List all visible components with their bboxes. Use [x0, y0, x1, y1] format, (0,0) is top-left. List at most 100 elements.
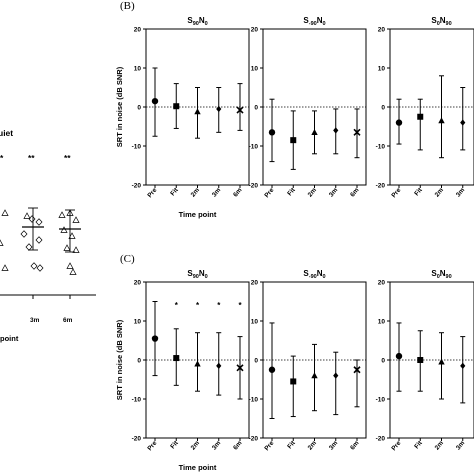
x-tick-label: 6m — [349, 187, 361, 199]
x-tick-label: Fit — [413, 186, 424, 197]
x-tick-label: Fit — [286, 186, 297, 197]
mean-marker-triangle — [311, 128, 318, 135]
left-tick-label-0: 3m — [30, 317, 40, 324]
mean-marker-circle — [268, 366, 276, 373]
y-tick-label: 0 — [137, 104, 141, 111]
open-diamond-point — [35, 218, 43, 226]
y-tick-label: 20 — [251, 279, 259, 286]
mean-marker-cross — [236, 106, 244, 114]
mean-marker-square — [417, 357, 424, 363]
chart-panel-0: S90N0 (B) -20 -10 0 10 20 Pre Fit 2m 3m 6m SRT in no… — [115, 0, 250, 219]
y-tick-label: 20 — [134, 279, 142, 286]
mean-marker-diamond — [216, 362, 222, 370]
left-error-bars — [22, 207, 81, 253]
mean-marker-circle — [151, 335, 159, 342]
y-tick-label: 10 — [251, 318, 259, 325]
x-tick-label: Fit — [286, 439, 297, 450]
open-triangle-point — [72, 216, 80, 223]
y-tick-label: 0 — [381, 104, 385, 111]
open-triangle-point — [72, 246, 80, 253]
x-tick-label: 3m — [455, 187, 467, 199]
mean-marker-square — [417, 113, 424, 120]
y-tick-label: 0 — [254, 357, 258, 364]
x-tick-label: Pre — [146, 439, 158, 452]
mean-marker-triangle — [194, 360, 201, 367]
mean-marker-diamond — [333, 127, 339, 134]
mean-marker-cross — [353, 128, 361, 136]
y-tick-label: -20 — [249, 182, 259, 189]
mean-marker-cross — [353, 366, 361, 374]
x-tick-label: 2m — [190, 187, 202, 199]
significance-star: * — [217, 301, 221, 310]
y-tick-label: 10 — [134, 318, 142, 325]
x-tick-label: 2m — [434, 187, 446, 199]
open-diamond-point — [20, 230, 28, 238]
left-x-axis-label: point — [0, 334, 19, 343]
x-tick-label: 2m — [307, 187, 319, 199]
x-tick-label: Pre — [263, 186, 275, 199]
significance-star: * — [196, 301, 200, 310]
panel-title: S-90N0 — [303, 16, 325, 27]
significance-star: * — [175, 301, 179, 310]
x-tick-label: 2m — [307, 440, 319, 452]
x-tick-label: Pre — [146, 186, 158, 199]
x-tick-label: Fit — [169, 439, 180, 450]
open-triangle-point — [23, 212, 31, 219]
open-triangle-point — [1, 264, 9, 271]
chart-panel-2: S0N90 -20 -10 0 10 20 Pre Fit 2m 3m — [376, 16, 474, 199]
x-axis-label: Time point — [179, 463, 217, 472]
panel-letter: (B) — [120, 0, 135, 12]
y-tick-label: -10 — [132, 396, 142, 403]
x-axis-label: Time point — [179, 210, 217, 219]
x-tick-label: 3m — [328, 440, 340, 452]
y-axis-label: SRT in noise (dB SNR) — [115, 319, 124, 400]
y-tick-label: -20 — [132, 435, 142, 442]
mean-marker-square — [173, 355, 180, 362]
chart-panels: S90N0 (B) -20 -10 0 10 20 Pre Fit 2m 3m 6m SRT in no… — [115, 0, 474, 472]
significance-star: * — [238, 301, 242, 310]
open-diamond-point — [30, 262, 38, 270]
open-triangle-point — [60, 226, 68, 233]
mean-marker-circle — [151, 97, 159, 105]
y-axis-label: SRT in noise (dB SNR) — [115, 66, 124, 147]
open-triangle-point — [68, 232, 76, 239]
x-tick-label: 6m — [232, 440, 244, 452]
left-star-0: * — [0, 153, 4, 163]
open-triangle-point — [63, 244, 71, 251]
x-tick-label: 2m — [434, 440, 446, 452]
panel-title: S0N90 — [431, 269, 451, 280]
x-tick-label: 3m — [455, 440, 467, 452]
y-tick-label: -10 — [249, 396, 259, 403]
y-tick-label: -20 — [376, 435, 386, 442]
panel-title: S0N90 — [431, 16, 451, 27]
x-tick-label: 2m — [190, 440, 202, 452]
y-tick-label: -10 — [132, 143, 142, 150]
y-tick-label: 10 — [378, 65, 386, 72]
mean-marker-circle — [395, 119, 403, 126]
x-tick-label: 6m — [349, 440, 361, 452]
y-tick-label: 20 — [378, 26, 386, 33]
chart-panel-4: S-90N0 -20 -10 0 10 20 Pre Fit 2m 3m 6m — [249, 269, 367, 452]
x-tick-label: Fit — [413, 439, 424, 450]
x-tick-label: Pre — [390, 186, 402, 199]
panel-letter: (C) — [120, 253, 135, 265]
y-tick-label: -20 — [376, 182, 386, 189]
y-tick-label: 20 — [134, 26, 142, 33]
y-tick-label: -10 — [249, 143, 259, 150]
open-diamond-point — [36, 264, 44, 272]
x-tick-label: 3m — [211, 440, 223, 452]
y-tick-label: 20 — [378, 279, 386, 286]
mean-marker-triangle — [311, 372, 318, 379]
mean-marker-circle — [268, 129, 276, 136]
chart-panel-1: S-90N0 -20 -10 0 10 20 Pre Fit 2m 3m 6m — [249, 16, 367, 199]
left-panel-title: uiet — [0, 128, 13, 138]
y-tick-label: 0 — [381, 357, 385, 364]
left-star-1: ** — [28, 153, 35, 163]
mean-marker-square — [290, 137, 297, 144]
open-triangle-point — [58, 211, 66, 218]
mean-marker-diamond — [460, 119, 466, 126]
panel-title: S90N0 — [187, 269, 207, 280]
panel-title: S-90N0 — [303, 269, 325, 280]
y-tick-label: 20 — [251, 26, 259, 33]
